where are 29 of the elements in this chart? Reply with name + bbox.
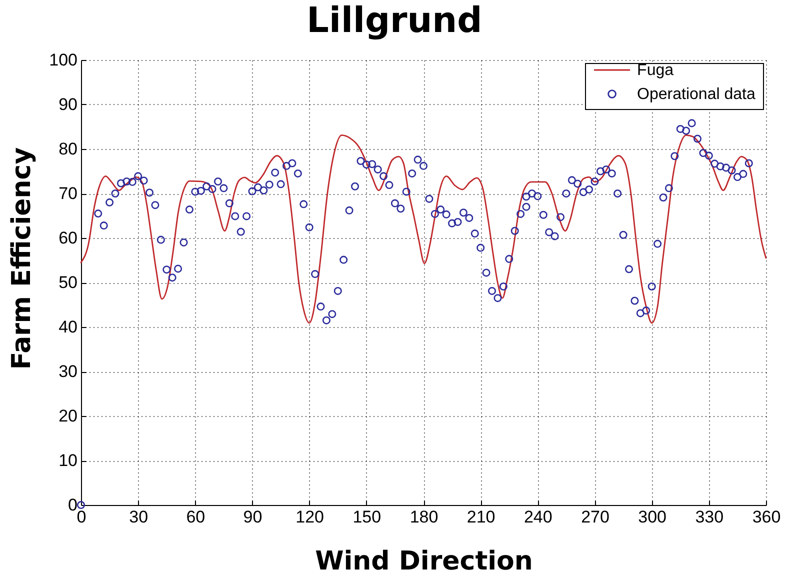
- line-series: [80, 134, 767, 324]
- y-axis-title: Farm Efficiency: [7, 147, 38, 370]
- x-tick-label: 300: [638, 508, 667, 526]
- x-tick-label: 360: [752, 508, 781, 526]
- y-tick-label: 10: [58, 451, 78, 470]
- legend-label: Fuga: [637, 62, 674, 79]
- x-tick-label: 180: [410, 508, 438, 526]
- y-tick-label: 20: [58, 406, 78, 426]
- x-tick-label: 30: [129, 508, 148, 526]
- y-tick-label: 30: [58, 362, 78, 381]
- x-tick-label: 270: [581, 508, 610, 526]
- x-tick-label: 330: [695, 508, 724, 526]
- y-tick-label: 40: [58, 318, 78, 336]
- y-tick-label: 0: [68, 496, 78, 514]
- x-tick-label: 120: [296, 508, 324, 526]
- y-tick-label: 60: [58, 228, 78, 248]
- y-tick-label: 70: [58, 184, 78, 203]
- legend-label: Operational data: [637, 86, 756, 103]
- x-tick-label: 240: [524, 508, 552, 526]
- x-tick-label: 150: [352, 508, 382, 526]
- x-tick-label: 60: [186, 508, 206, 526]
- x-tick-label: 90: [243, 508, 262, 526]
- x-tick-label: 210: [466, 508, 496, 526]
- y-tick-label: 100: [49, 50, 78, 70]
- y-tick-label: 80: [58, 140, 78, 158]
- chart-title: Lillgrund: [306, 1, 482, 41]
- y-tick-label: 90: [58, 95, 78, 114]
- x-axis-title: Wind Direction: [315, 546, 533, 576]
- y-tick-label: 50: [58, 273, 78, 292]
